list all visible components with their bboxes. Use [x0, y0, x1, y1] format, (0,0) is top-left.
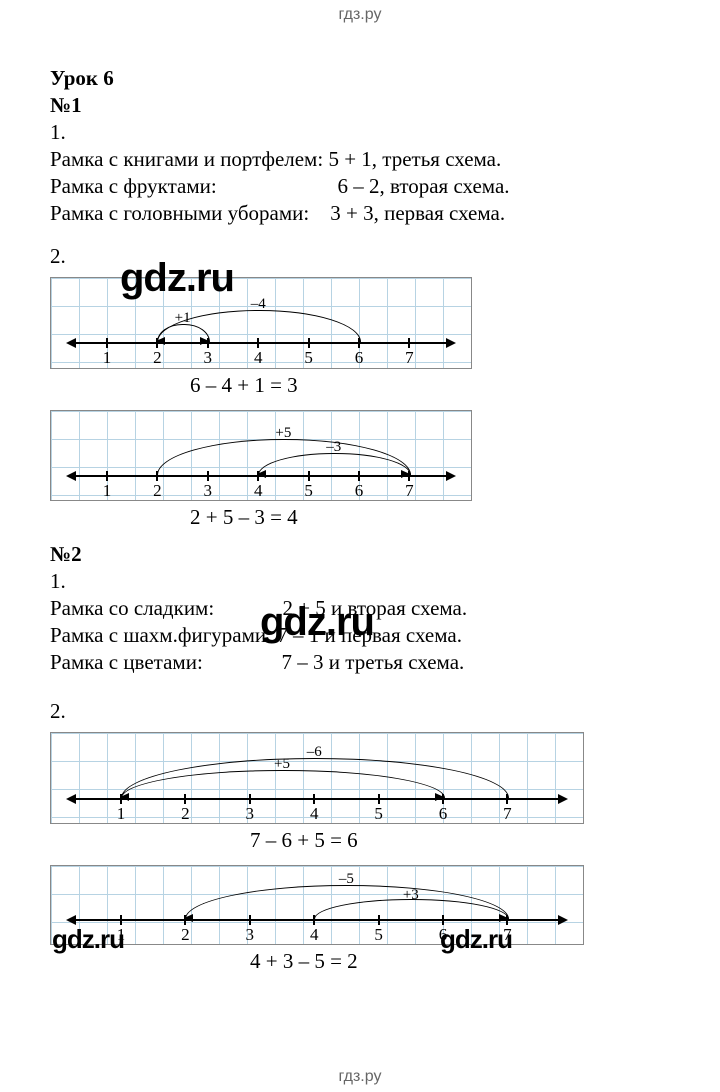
equation-d1: 6 – 4 + 1 = 3 [50, 373, 670, 398]
equation-d2: 2 + 5 – 3 = 4 [50, 505, 670, 530]
site-header: гдз.ру [0, 0, 720, 24]
sec2-row-2: Рамка с цветами: 7 – 3 и третья схема. [50, 650, 670, 675]
sec1-row-2-r: 3 + 3, первая схема. [330, 201, 505, 226]
equation-d4: 4 + 3 – 5 = 2 [50, 949, 670, 974]
sec1-row-0: Рамка с книгами и портфелем: 5 + 1, трет… [50, 147, 670, 172]
page-content: Урок 6 №1 1. Рамка с книгами и портфелем… [0, 24, 720, 974]
sec1-row-0-l: Рамка с книгами и портфелем: [50, 147, 328, 172]
sec1-row-1-r: 6 – 2, вторая схема. [337, 174, 509, 199]
watermark-1: gdz.ru [120, 256, 234, 301]
numberline-d2: 1234567+5–3 [50, 410, 472, 502]
numberline-d1: 1234567–4+1 [50, 277, 472, 369]
sec1-row-2-l: Рамка с головными уборами: [50, 201, 330, 226]
watermark-3r: gdz.ru [440, 924, 512, 955]
site-footer: гдз.ру [0, 1068, 720, 1086]
sec1-row-1: Рамка с фруктами: 6 – 2, вторая схема. [50, 174, 670, 199]
subtask-2-2: 2. [50, 699, 670, 724]
task-number-1: №1 [50, 93, 670, 118]
sec1-row-2: Рамка с головными уборами: 3 + 3, первая… [50, 201, 670, 226]
lesson-title: Урок 6 [50, 66, 670, 91]
watermark-3l: gdz.ru [52, 924, 124, 955]
task-number-2: №2 [50, 542, 670, 567]
sec2-row-2-r: 7 – 3 и третья схема. [282, 650, 465, 675]
sec1-row-1-l: Рамка с фруктами: [50, 174, 337, 199]
watermark-2: gdz.ru [260, 600, 374, 645]
numberline-d3: 1234567–6+5 [50, 732, 584, 824]
subtask-1-1: 1. [50, 120, 670, 145]
equation-d3: 7 – 6 + 5 = 6 [50, 828, 670, 853]
sec2-row-0-l: Рамка со сладким: [50, 596, 282, 621]
subtask-2-1: 1. [50, 569, 670, 594]
sec2-row-2-l: Рамка с цветами: [50, 650, 282, 675]
sec1-row-0-r: 5 + 1, третья схема. [328, 147, 501, 172]
sec2-row-1-l: Рамка с шахм.фигурами: [50, 623, 277, 648]
